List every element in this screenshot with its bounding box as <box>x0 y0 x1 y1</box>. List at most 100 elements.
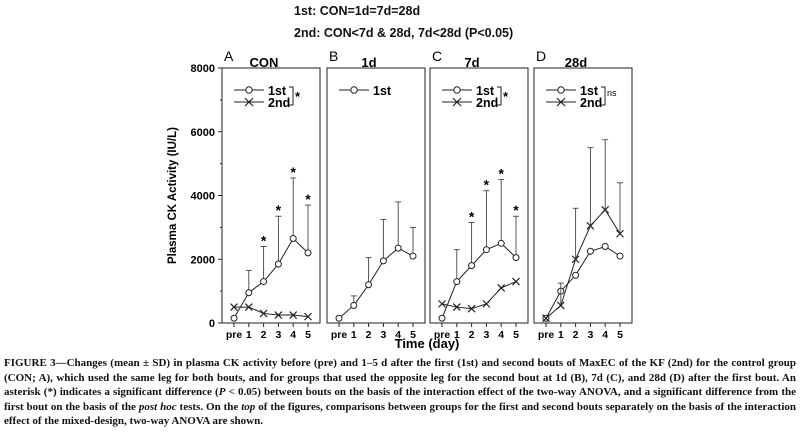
data-point <box>438 299 446 308</box>
data-point <box>245 289 253 297</box>
x-tick-label-5: 5 <box>305 329 311 341</box>
significance-star: * <box>498 166 504 182</box>
legend-label: 2nd <box>580 96 602 110</box>
data-point <box>453 278 461 286</box>
data-point <box>601 243 609 250</box>
series-2nd <box>438 277 520 313</box>
x-tick-label-0: pre <box>331 329 348 341</box>
legend-bracket <box>497 86 502 106</box>
x-tick-label-0: pre <box>538 329 555 341</box>
legend-marker-cross <box>452 97 462 107</box>
data-point <box>542 314 550 323</box>
data-point <box>350 301 358 309</box>
data-point <box>365 281 373 289</box>
x-tick-label-5: 5 <box>617 329 623 341</box>
legend-label: 1st <box>373 84 392 98</box>
data-point <box>601 205 610 214</box>
legend-label: 2nd <box>476 96 498 110</box>
panel-letter: D <box>536 48 546 64</box>
legend-label: 1st <box>268 84 287 98</box>
y-tick-label-1: 2000 <box>191 254 215 266</box>
x-tick-label-3: 3 <box>275 329 281 341</box>
data-point <box>259 309 268 318</box>
figure-caption: FIGURE 3—Changes (mean ± SD) in plasma C… <box>4 356 796 429</box>
x-tick-label-4: 4 <box>290 329 296 341</box>
legend-marker-circle <box>245 86 253 94</box>
x-tick-label-1: 1 <box>351 329 357 341</box>
significance-star: * <box>513 202 519 218</box>
caption-tail: of the figures, comparisons between grou… <box>4 400 796 428</box>
ck-activity-figure: 0 2000 4000 6000 8000 Plasma CK Activity (IU/… <box>167 48 633 351</box>
legend-bracket <box>601 86 606 106</box>
data-point <box>230 303 238 311</box>
series-line <box>233 237 309 319</box>
data-point <box>304 312 312 321</box>
legend-marker-circle <box>557 86 565 94</box>
significance-star: * <box>290 164 296 180</box>
data-point <box>394 244 402 252</box>
data-point <box>274 311 283 319</box>
data-point <box>244 303 253 311</box>
legend-marker-circle <box>453 86 461 94</box>
data-point <box>379 257 387 265</box>
significance-star: * <box>484 177 490 193</box>
y-tick-label-4: 8000 <box>191 63 215 75</box>
legend-marker-cross <box>556 97 566 107</box>
x-tick-label-0: pre <box>226 329 243 341</box>
comparison-line-2: 2nd: CON<7d & 28d, 7d<28d (P<0.05) <box>294 26 514 40</box>
panel-b: B 1d pre 1 2 3 4 5 1st <box>326 48 426 341</box>
data-point <box>586 221 595 230</box>
data-point <box>304 249 312 257</box>
series-line <box>545 245 621 319</box>
series-line <box>441 281 517 310</box>
data-point <box>482 299 491 308</box>
significance-star: * <box>469 209 475 225</box>
series-2nd <box>230 303 312 321</box>
data-point <box>571 255 580 264</box>
series-1st <box>335 201 417 322</box>
x-tick-label-5: 5 <box>513 329 519 341</box>
series-line <box>234 306 309 318</box>
panel-title: 28d <box>565 55 587 70</box>
data-point <box>467 304 476 313</box>
y-axis-label: Plasma CK Activity (IU/L) <box>167 127 179 264</box>
legend-significance: * <box>503 89 509 104</box>
data-point <box>335 314 343 322</box>
data-point <box>497 284 506 292</box>
x-tick-label-3: 3 <box>483 329 489 341</box>
series-line <box>338 247 414 319</box>
data-point <box>616 229 624 238</box>
panel-frame <box>533 67 633 324</box>
significance-star: * <box>305 191 311 207</box>
panel-frame <box>326 67 426 324</box>
data-point <box>409 252 417 260</box>
caption-lead: FIGURE 3—Changes (mean ± SD) in plasma C… <box>4 357 796 398</box>
data-point <box>230 314 238 322</box>
caption-top-word: top <box>241 400 256 413</box>
series-1st: * * * * <box>230 164 312 322</box>
legend-significance: ns <box>607 88 617 98</box>
panel-letter: C <box>432 48 442 64</box>
x-tick-label-2: 2 <box>469 329 475 341</box>
legend-label: 1st <box>476 84 495 98</box>
panel-frame <box>429 67 529 324</box>
x-tick-label-4: 4 <box>498 329 504 341</box>
panel-letter: B <box>329 48 338 64</box>
caption-mid2: tests. On the <box>176 400 242 413</box>
x-tick-label-4: 4 <box>602 329 608 341</box>
x-axis-label: Time (day) <box>395 336 460 351</box>
x-tick-label-3: 3 <box>380 329 386 341</box>
legend-bracket <box>289 86 294 106</box>
panel-frame <box>221 67 321 324</box>
y-tick-label-0: 0 <box>209 318 215 330</box>
data-point <box>616 252 624 260</box>
significance-star: * <box>276 202 282 218</box>
x-tick-label-1: 1 <box>558 329 564 341</box>
legend-significance: * <box>295 89 301 104</box>
series-1st: * * * * <box>438 166 520 322</box>
legend-marker-cross <box>244 97 254 107</box>
data-point <box>482 246 490 254</box>
legend-marker-circle <box>350 86 358 94</box>
